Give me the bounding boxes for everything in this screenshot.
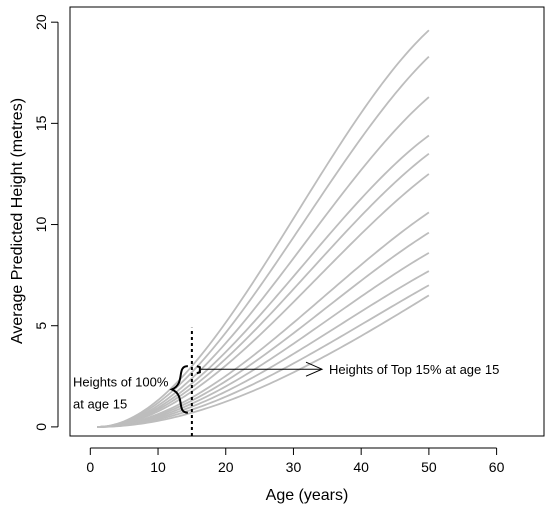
top-heights-brace	[196, 365, 201, 375]
series-line	[97, 211, 430, 428]
series-line	[97, 252, 430, 428]
series-curves	[97, 29, 430, 428]
x-axis: 0 10 20 30 40 50 60	[86, 447, 505, 475]
series-line	[97, 294, 430, 428]
x-tick-label: 20	[218, 459, 234, 475]
y-tick-label: 10	[33, 217, 49, 233]
y-axis-title: Average Predicted Height (metres)	[9, 98, 26, 344]
x-axis-title: Age (years)	[266, 487, 349, 504]
x-tick-label: 60	[489, 459, 505, 475]
all-heights-label-line2: at age 15	[73, 396, 127, 411]
series-line	[97, 29, 430, 428]
series-line	[97, 55, 430, 428]
series-line	[97, 284, 430, 428]
annotations: Heights of 100% at age 15 Heights of Top 1…	[73, 361, 499, 414]
all-heights-label-line1: Heights of 100%	[73, 374, 169, 389]
series-line	[97, 270, 430, 428]
plot-frame	[69, 6, 545, 437]
arrow-head	[305, 361, 324, 377]
y-tick-label: 20	[33, 14, 49, 30]
top-heights-label: Heights of Top 15% at age 15	[329, 362, 499, 377]
y-tick-label: 5	[33, 322, 49, 330]
series-line	[97, 173, 430, 428]
y-tick-label: 0	[33, 423, 49, 431]
x-tick-label: 0	[86, 459, 94, 475]
x-tick-label: 10	[150, 459, 166, 475]
series-line	[97, 152, 430, 428]
series-line	[97, 231, 430, 428]
y-tick-label: 15	[33, 115, 49, 131]
x-tick-label: 40	[353, 459, 369, 475]
series-line	[97, 96, 430, 428]
x-tick-label: 50	[421, 459, 437, 475]
x-tick-label: 30	[286, 459, 302, 475]
series-line	[97, 134, 430, 428]
y-axis: 0 5 10 15 20	[33, 14, 59, 431]
all-heights-brace	[169, 365, 189, 414]
